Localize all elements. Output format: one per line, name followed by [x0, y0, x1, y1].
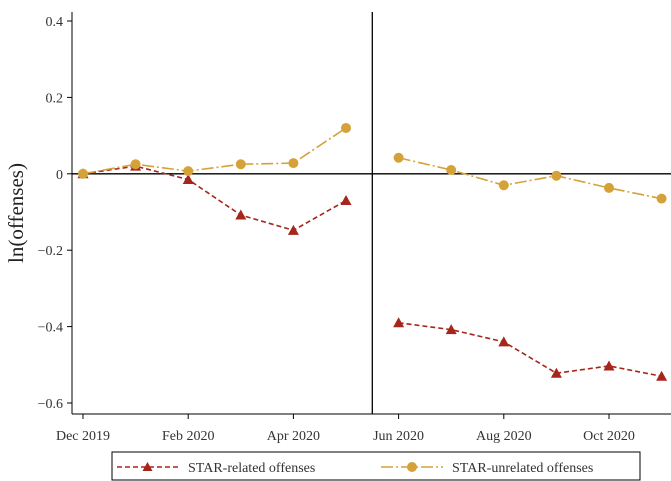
y-tick-label: 0.2	[46, 91, 64, 106]
data-point-triangle	[340, 195, 352, 206]
x-tick-label: Dec 2019	[56, 429, 110, 444]
y-tick-label: −0.6	[38, 397, 63, 412]
legend: STAR-related offenses STAR-unrelated off…	[111, 451, 641, 481]
y-tick-label: 0	[56, 168, 63, 183]
data-point-circle	[130, 159, 141, 170]
series-line	[82, 127, 347, 175]
x-tick-label: Oct 2020	[583, 429, 635, 444]
data-point-circle	[393, 152, 404, 163]
data-point-circle	[551, 170, 562, 181]
data-point-triangle	[393, 317, 405, 328]
data-point-circle	[656, 193, 667, 204]
x-tick-label: Aug 2020	[476, 429, 532, 444]
data-point-triangle	[603, 360, 615, 371]
y-axis-ticks: 0.4 0.2 0 −0.2 −0.4 −0.6	[38, 15, 72, 412]
data-point-triangle	[656, 370, 668, 381]
y-tick-label: 0.4	[46, 15, 64, 30]
x-tick-label: Jun 2020	[373, 429, 424, 444]
legend-label-star-unrelated: STAR-unrelated offenses	[452, 461, 593, 476]
x-tick-label: Feb 2020	[162, 429, 215, 444]
legend-entry-star-related: STAR-related offenses	[117, 461, 315, 476]
data-point-circle	[446, 164, 457, 175]
data-point-circle	[341, 122, 351, 133]
series-line	[398, 321, 662, 378]
legend-circle-marker	[407, 462, 417, 472]
data-point-triangle	[550, 367, 562, 378]
x-tick-label: Apr 2020	[267, 429, 320, 444]
data-point-triangle	[182, 174, 194, 185]
data-point-circle	[78, 168, 88, 179]
data-point-triangle	[445, 324, 457, 335]
y-tick-label: −0.2	[38, 244, 63, 259]
x-axis-ticks: Dec 2019 Feb 2020 Apr 2020 Jun 2020 Aug 2020…	[56, 414, 635, 444]
series-star-related	[77, 160, 668, 381]
data-point-triangle	[235, 209, 247, 220]
data-point-circle	[604, 182, 614, 193]
legend-triangle-marker	[142, 462, 153, 471]
series-layer	[77, 122, 668, 381]
series-line	[398, 156, 662, 200]
plot-area	[71, 12, 671, 415]
y-axis-title: ln(offenses)	[4, 163, 28, 263]
legend-entry-star-unrelated: STAR-unrelated offenses	[381, 461, 593, 476]
legend-box	[111, 451, 641, 481]
data-point-triangle	[498, 336, 510, 347]
series-star-unrelated	[78, 122, 667, 204]
data-point-circle	[235, 159, 246, 170]
data-point-circle	[288, 158, 299, 169]
legend-label-star-related: STAR-related offenses	[188, 461, 315, 476]
data-point-triangle	[287, 224, 299, 235]
data-point-circle	[498, 180, 509, 191]
data-point-circle	[183, 166, 194, 177]
series-line	[82, 165, 347, 232]
y-tick-label: −0.4	[38, 321, 63, 336]
